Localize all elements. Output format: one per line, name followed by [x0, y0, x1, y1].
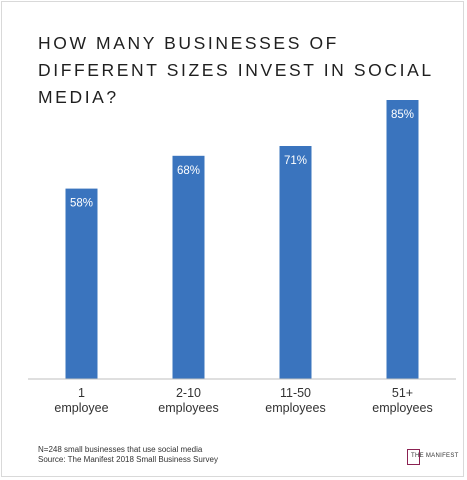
x-tick-label-0-line-0: 1: [78, 386, 85, 400]
bar-chart: 58%68%71%85% 1employee2-10employees11-50…: [28, 100, 456, 415]
x-tick-label-2-line-1: employees: [265, 401, 325, 415]
data-label-2: 71%: [284, 155, 307, 167]
footnote: N=248 small businesses that use social m…: [38, 445, 218, 465]
source-note: Source: The Manifest 2018 Small Business…: [38, 455, 218, 464]
bars-group: 58% 68% 71% 85%: [65, 100, 419, 379]
x-tick-label-3-line-0: 51+: [392, 386, 413, 400]
x-tick-label-3-line-1: employees: [372, 401, 432, 415]
x-tick-label-2-line-0: 11-50: [280, 386, 311, 400]
sample-size-note: N=248 small businesses that use social m…: [38, 445, 203, 454]
logo-mark-icon: [407, 449, 420, 465]
bar-3: [386, 100, 419, 379]
x-tick-labels: 1employee2-10employees11-50employees51+e…: [54, 386, 432, 415]
chart-title: HOW MANY BUSINESSES OF DIFFERENT SIZES I…: [38, 33, 434, 107]
x-tick-label-1-line-1: employees: [158, 401, 218, 415]
x-tick-label-0-line-1: employee: [54, 401, 108, 415]
logo-text: THE MANIFEST: [411, 453, 459, 459]
x-tick-label-1-line-0: 2-10: [176, 386, 201, 400]
the-manifest-logo: THE MANIFEST: [407, 449, 465, 469]
data-label-1: 68%: [177, 165, 200, 177]
data-label-3: 85%: [391, 109, 414, 121]
bar-2: [279, 146, 312, 379]
bar-1: [172, 155, 205, 379]
data-label-0: 58%: [70, 198, 93, 210]
bar-0: [65, 188, 98, 379]
